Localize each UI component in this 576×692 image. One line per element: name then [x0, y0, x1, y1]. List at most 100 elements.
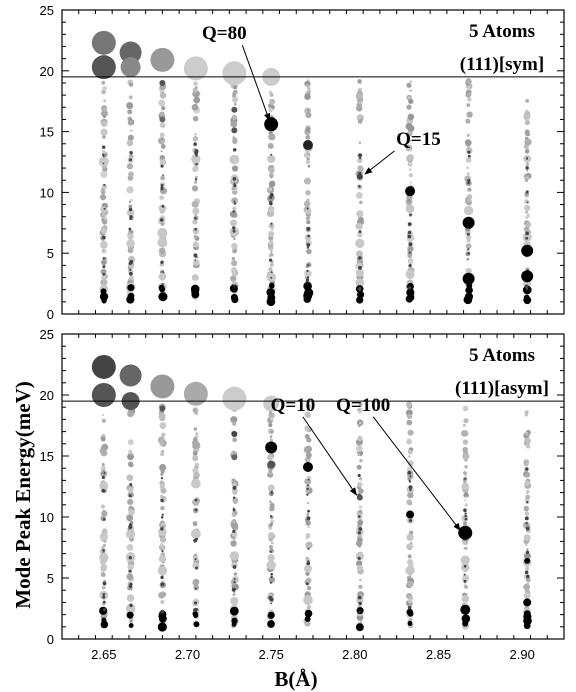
scatter-dot	[269, 263, 274, 267]
scatter-dot	[100, 278, 108, 286]
scatter-dot	[103, 184, 106, 187]
scatter-dot	[103, 107, 107, 111]
scatter-dot	[358, 442, 362, 445]
scatter-dot	[305, 541, 313, 549]
scatter-dot	[158, 292, 168, 302]
scatter-dot	[232, 96, 239, 103]
scatter-dot	[305, 582, 309, 586]
scatter-dot	[102, 162, 105, 165]
scatter-dot	[157, 227, 168, 238]
scatter-dot	[193, 96, 201, 104]
scatter-dot	[269, 193, 274, 197]
scatter-dot	[128, 271, 133, 276]
scatter-dot	[229, 284, 238, 293]
scatter-dot	[408, 168, 412, 171]
scatter-dot	[268, 422, 273, 428]
scatter-dot	[100, 120, 108, 127]
scatter-dot	[232, 229, 236, 233]
scatter-dot	[195, 537, 198, 541]
scatter-dot	[128, 569, 132, 573]
scatter-dot	[462, 439, 469, 445]
scatter-dot	[101, 475, 105, 480]
annotation-arrow	[364, 150, 395, 175]
scatter-dot	[524, 431, 529, 435]
scatter-dot	[193, 584, 200, 591]
scatter-dot	[101, 433, 106, 437]
scatter-dot	[232, 421, 237, 426]
scatter-dot	[267, 611, 275, 619]
scatter-dot	[269, 258, 273, 262]
scatter-dot	[464, 503, 468, 507]
scatter-dot	[128, 462, 134, 468]
scatter-dot	[195, 566, 199, 570]
scatter-dot	[159, 132, 165, 138]
scatter-dot	[125, 603, 136, 614]
scatter-dot	[271, 492, 273, 495]
scatter-dot	[192, 578, 200, 586]
scatter-dot	[357, 531, 362, 535]
scatter-dot	[358, 527, 363, 531]
scatter-dot	[126, 594, 135, 602]
scatter-dot	[525, 109, 529, 114]
scatter-dot	[358, 141, 362, 144]
scatter-dot	[230, 275, 237, 282]
scatter-dot	[270, 575, 273, 579]
scatter-dot	[358, 230, 362, 234]
scatter-dot	[267, 484, 275, 492]
scatter-dot	[127, 233, 134, 240]
scatter-dot	[307, 264, 310, 267]
scatter-dot	[464, 464, 468, 469]
panel-label-atoms: 5 Atoms	[469, 21, 535, 42]
scatter-dot	[269, 500, 272, 503]
mode-point	[159, 405, 166, 412]
scatter-dot	[406, 533, 414, 541]
y-tick-label: 10	[40, 510, 54, 525]
scatter-dot	[408, 455, 411, 458]
scatter-dot	[231, 478, 236, 483]
scatter-dot	[461, 614, 471, 623]
scatter-dot	[160, 498, 164, 503]
scatter-dot	[161, 283, 164, 286]
scatter-dot	[306, 502, 309, 505]
scatter-dot	[194, 508, 198, 512]
scatter-dot	[129, 603, 133, 608]
scatter-dot	[270, 490, 273, 494]
scatter-dot	[233, 200, 236, 203]
scatter-dot	[303, 177, 312, 185]
scatter-dot	[523, 553, 529, 559]
scatter-dot	[232, 226, 236, 230]
scatter-dot	[407, 554, 412, 559]
scatter-dot	[127, 563, 134, 570]
scatter-dot	[466, 166, 470, 169]
scatter-dot	[129, 215, 133, 219]
scatter-dot	[463, 418, 469, 424]
scatter-dot	[304, 80, 311, 87]
scatter-dot	[267, 142, 274, 149]
scatter-dot	[407, 245, 414, 253]
scatter-dot	[356, 291, 365, 299]
scatter-dot	[102, 528, 107, 533]
y-tick-label: 0	[47, 307, 54, 322]
scatter-dot	[409, 213, 412, 217]
scatter-dot	[406, 288, 415, 297]
scatter-dot	[100, 268, 107, 275]
scatter-dot	[102, 260, 107, 265]
scatter-dot	[269, 435, 273, 438]
scatter-dot	[128, 82, 134, 87]
scatter-dot	[524, 410, 529, 415]
scatter-dot	[234, 588, 237, 591]
scatter-dot	[267, 454, 274, 461]
scatter-dot	[192, 611, 198, 617]
scatter-dot	[100, 109, 108, 117]
scatter-dot	[525, 162, 530, 167]
scatter-dot	[408, 479, 411, 482]
scatter-dot	[192, 227, 200, 235]
scatter-dot	[102, 134, 106, 139]
scatter-dot	[406, 559, 414, 566]
scatter-dot	[526, 552, 529, 555]
scatter-dot	[303, 200, 311, 208]
scatter-dot	[230, 596, 239, 606]
scatter-dot	[306, 207, 309, 210]
y-tick-label: 25	[40, 3, 54, 18]
scatter-dot	[127, 284, 135, 292]
